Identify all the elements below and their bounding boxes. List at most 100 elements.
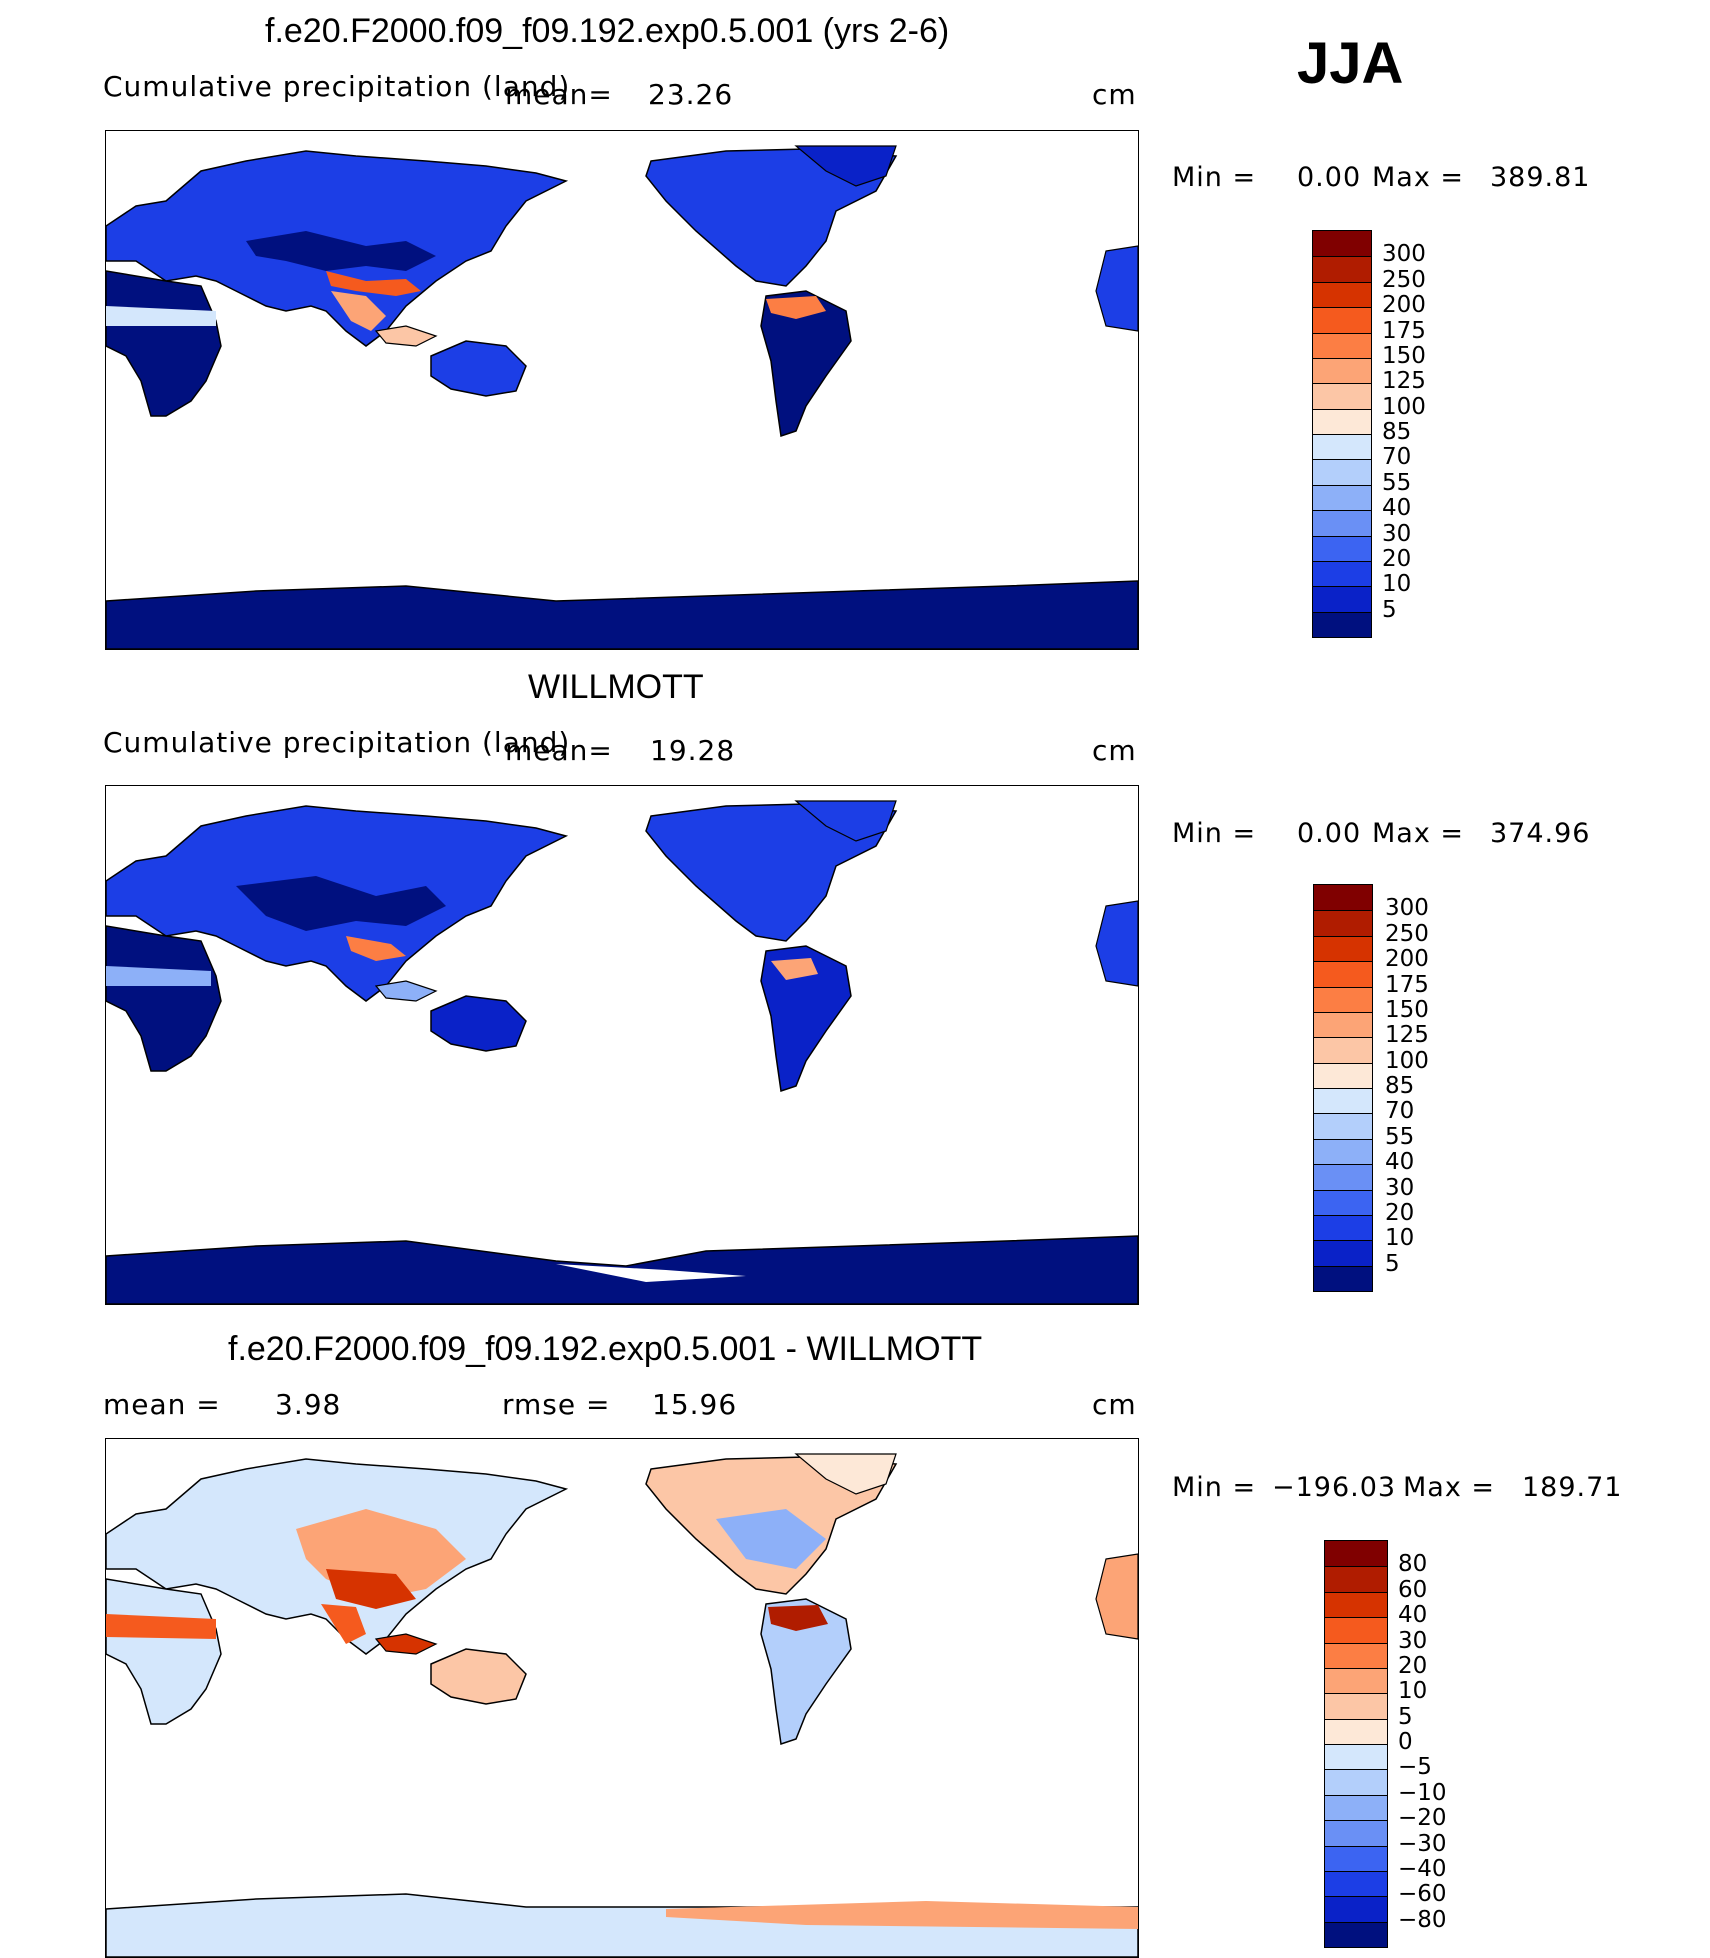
africa-landmass [106, 270, 222, 417]
panel3-min-value: −196.03 [1272, 1472, 1397, 1503]
colorbar-tick-label: 20 [1382, 545, 1412, 572]
colorbar-swatch [1325, 1617, 1387, 1643]
panel1-units: cm [1092, 78, 1137, 111]
colorbar-tick-label: 40 [1385, 1149, 1415, 1176]
colorbar-swatch [1314, 1214, 1372, 1241]
panel3-rmse-label: rmse = [502, 1388, 611, 1421]
panel1-variable: Cumulative precipitation (land) [103, 70, 571, 103]
colorbar-swatch [1314, 961, 1372, 987]
africa-landmass [106, 1578, 222, 1725]
australia-landmass [430, 1648, 527, 1705]
south-america-landmass [760, 945, 852, 1092]
season-label: JJA [1297, 31, 1404, 96]
panel3-title: f.e20.F2000.f09_f09.192.exp0.5.001 - WIL… [228, 1330, 983, 1368]
south-america-landmass [760, 1598, 852, 1745]
colorbar-tick-label: 55 [1382, 469, 1412, 496]
colorbar-swatch [1314, 1062, 1372, 1088]
colorbar-tick-label: 20 [1398, 1652, 1428, 1679]
colorbar-swatch [1313, 281, 1371, 308]
greenland [794, 1453, 897, 1495]
africa-east-edge [1095, 1553, 1138, 1640]
australia-landmass [430, 995, 527, 1052]
sahel-wet-band [106, 306, 216, 326]
colorbar-swatch [1313, 434, 1371, 460]
panel3-max-value: 189.71 [1522, 1472, 1623, 1503]
panel2-max-label: Max = [1372, 818, 1465, 849]
australia-landmass [430, 340, 527, 397]
colorbar-tick-label: 5 [1398, 1703, 1413, 1730]
colorbar-tick-label: −30 [1398, 1830, 1447, 1857]
panel3-units: cm [1092, 1388, 1137, 1421]
panel1-map-svg [106, 145, 1138, 649]
india-positive [321, 1604, 366, 1644]
colorbar-tick-label: 175 [1382, 317, 1426, 344]
colorbar-tick-label: −60 [1398, 1881, 1447, 1908]
colorbar-tick-label: 30 [1398, 1627, 1428, 1654]
colorbar-swatch [1314, 885, 1372, 911]
colorbar-swatch [1325, 1693, 1387, 1719]
eurasia-dry-zone [236, 876, 446, 931]
colorbar-tick-label: 150 [1385, 996, 1429, 1023]
south-asia-monsoon [331, 291, 386, 331]
tibet-positive [326, 1569, 416, 1609]
colorbar-tick-label: 5 [1382, 596, 1397, 623]
colorbar-swatch [1313, 256, 1371, 282]
colorbar-tick-label: 10 [1398, 1678, 1428, 1705]
maritime-continent [374, 325, 438, 347]
colorbar-swatch [1325, 1744, 1387, 1770]
colorbar-swatch [1313, 510, 1371, 536]
panel2-min-value: 0.00 [1297, 818, 1362, 849]
colorbar-tick-label: 200 [1382, 292, 1426, 319]
himalaya-wet-band [346, 936, 406, 961]
colorbar-tick-label: 175 [1385, 971, 1429, 998]
colorbar-tick-label: 250 [1385, 920, 1429, 947]
colorbar-swatch [1314, 910, 1372, 936]
amazon-north-wet [771, 958, 818, 980]
colorbar-tick-label: 200 [1385, 946, 1429, 973]
eurasia-dry-zone [246, 231, 436, 271]
colorbar-swatch [1314, 1164, 1372, 1190]
colorbar-tick-label: 80 [1398, 1551, 1428, 1578]
panel2-max-value: 374.96 [1490, 818, 1591, 849]
panel3-rmse-value: 15.96 [652, 1388, 738, 1421]
colorbar-tick-label: 70 [1385, 1098, 1415, 1125]
colorbar-swatch [1325, 1667, 1387, 1694]
colorbar-tick-label: 300 [1382, 241, 1426, 268]
colorbar-swatch [1325, 1718, 1387, 1744]
colorbar-tick-label: 300 [1385, 895, 1429, 922]
africa-landmass [106, 925, 222, 1072]
panel2-colorbar [1313, 884, 1373, 1292]
colorbar-swatch [1313, 459, 1371, 485]
colorbar-tick-label: 70 [1382, 444, 1412, 471]
colorbar-swatch [1314, 1011, 1372, 1038]
maritime-continent [374, 980, 438, 1002]
colorbar-swatch [1313, 560, 1371, 587]
colorbar-tick-label: 100 [1382, 393, 1426, 420]
colorbar-swatch [1313, 231, 1371, 257]
colorbar-swatch [1325, 1921, 1387, 1947]
colorbar-swatch [1325, 1794, 1387, 1821]
antarctica-east-positive [666, 1901, 1138, 1929]
colorbar-tick-label: −5 [1398, 1754, 1432, 1781]
colorbar-tick-label: 40 [1382, 495, 1412, 522]
panel1-mean-value: 23.26 [648, 78, 734, 111]
amazon-north-positive [768, 1605, 828, 1631]
colorbar-swatch [1325, 1845, 1387, 1871]
greenland [794, 145, 897, 187]
panel3-map-svg [106, 1453, 1138, 1957]
colorbar-tick-label: 55 [1385, 1123, 1415, 1150]
africa-east-edge [1095, 245, 1138, 332]
colorbar-tick-label: 5 [1385, 1250, 1400, 1277]
colorbar-swatch [1314, 986, 1372, 1012]
colorbar-swatch [1313, 586, 1371, 612]
colorbar-swatch [1314, 1138, 1372, 1165]
colorbar-swatch [1313, 357, 1371, 384]
colorbar-tick-label: −80 [1398, 1906, 1447, 1933]
himalaya-wet-band [326, 271, 421, 296]
colorbar-tick-label: 40 [1398, 1602, 1428, 1629]
colorbar-tick-label: 10 [1385, 1225, 1415, 1252]
panel2-min-label: Min = [1172, 818, 1257, 849]
africa-east-edge [1095, 900, 1138, 987]
sahel-positive [106, 1614, 216, 1639]
colorbar-swatch [1313, 332, 1371, 358]
